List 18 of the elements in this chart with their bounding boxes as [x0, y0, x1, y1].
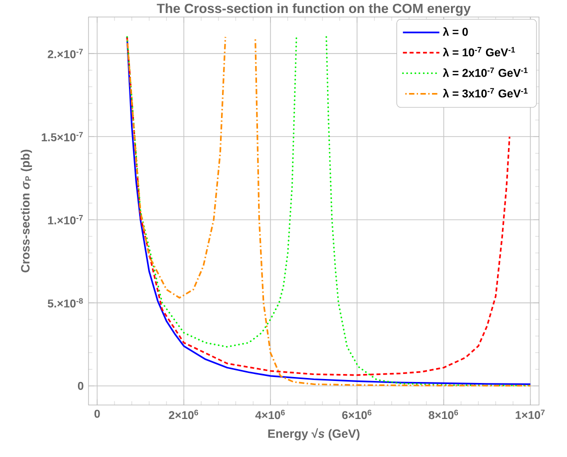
x-tick-label: 1×10$^{7}$	[516, 410, 545, 420]
x-tick-label: 2×10$^{6}$	[168, 410, 198, 420]
legend-label: λ = 0	[442, 27, 468, 36]
legend-label: λ = 3x10$^{-7}$ GeV$^{-1}$	[442, 88, 528, 98]
x-axis-title: Energy √s (GeV)	[268, 428, 360, 440]
x-tick-label: 4×10$^{6}$	[255, 410, 285, 420]
y-tick-label: 0	[78, 382, 84, 390]
legend-label: λ = 10$^{-7}$ GeV$^{-1}$	[442, 47, 515, 56]
x-tick-label: 0	[94, 410, 100, 418]
x-tick-label: 6×10$^{6}$	[342, 410, 372, 420]
y-tick-label: 1.×10$^{-7}$	[48, 215, 83, 224]
x-tick-label: 8×10$^{6}$	[428, 410, 458, 420]
y-tick-label: 1.5×10$^{-7}$	[42, 132, 83, 142]
y-tick-label: 5.×10$^{-8}$	[48, 298, 83, 308]
y-axis-title: Cross-section σ$_{P}$ (pb)	[20, 150, 32, 272]
legend-label: λ = 2x10$^{-7}$ GeV$^{-1}$	[442, 68, 528, 77]
chart-title: The Cross-section in function on the COM energy	[156, 3, 471, 16]
y-tick-label: 2.×10$^{-7}$	[48, 48, 83, 58]
